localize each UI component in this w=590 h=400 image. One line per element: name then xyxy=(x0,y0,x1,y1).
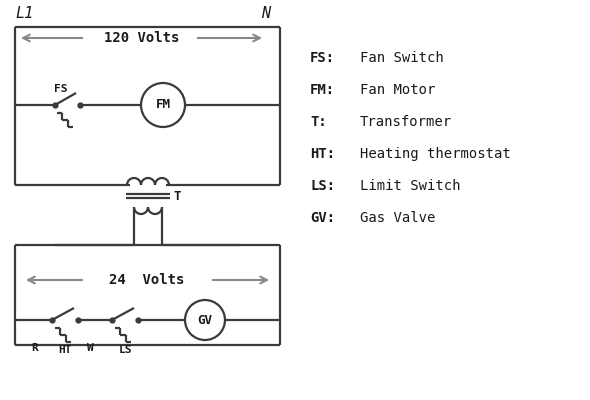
Text: HT: HT xyxy=(58,345,72,355)
Text: 120 Volts: 120 Volts xyxy=(104,31,180,45)
Text: R: R xyxy=(32,343,38,353)
Text: Gas Valve: Gas Valve xyxy=(360,211,435,225)
Text: Fan Motor: Fan Motor xyxy=(360,83,435,97)
Text: T:: T: xyxy=(310,115,327,129)
Text: T: T xyxy=(173,190,181,202)
Text: Fan Switch: Fan Switch xyxy=(360,51,444,65)
Text: LS:: LS: xyxy=(310,179,335,193)
Text: GV: GV xyxy=(198,314,212,326)
Text: HT:: HT: xyxy=(310,147,335,161)
Text: Transformer: Transformer xyxy=(360,115,452,129)
Text: FM:: FM: xyxy=(310,83,335,97)
Text: LS: LS xyxy=(118,345,132,355)
Text: FS:: FS: xyxy=(310,51,335,65)
Text: 24  Volts: 24 Volts xyxy=(109,273,185,287)
Text: N: N xyxy=(261,6,270,20)
Text: W: W xyxy=(87,343,93,353)
Text: GV:: GV: xyxy=(310,211,335,225)
Text: FS: FS xyxy=(54,84,67,94)
Text: Heating thermostat: Heating thermostat xyxy=(360,147,511,161)
Text: L1: L1 xyxy=(15,6,33,20)
Text: FM: FM xyxy=(156,98,171,112)
Text: Limit Switch: Limit Switch xyxy=(360,179,461,193)
